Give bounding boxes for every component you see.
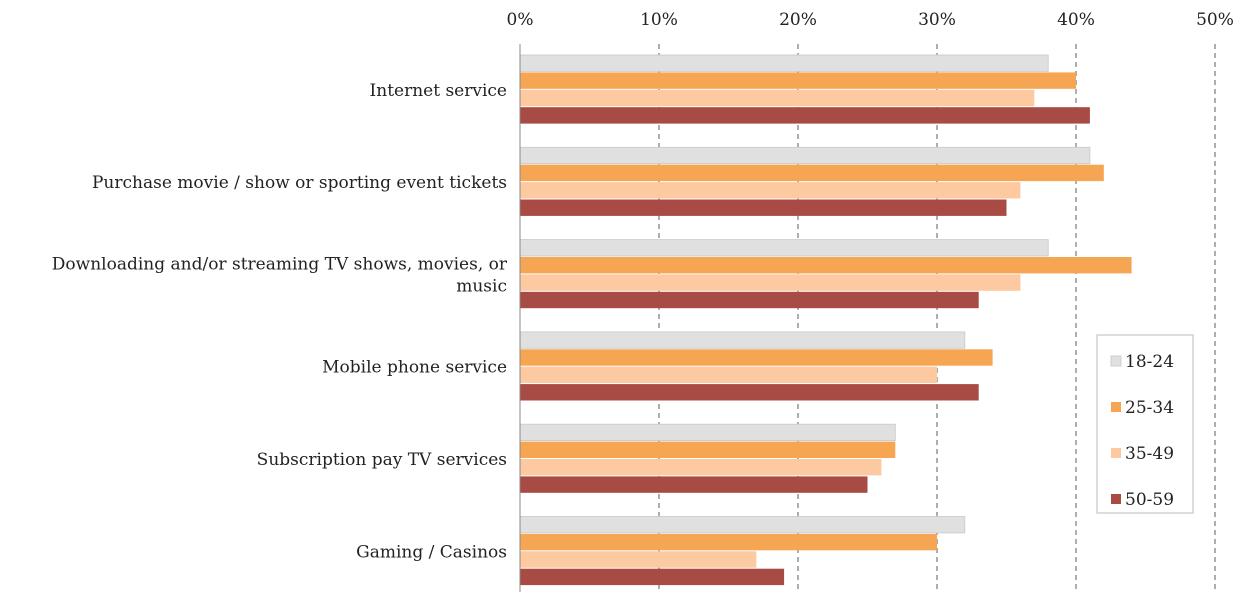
category-label: music (456, 276, 507, 296)
bar (520, 384, 979, 401)
legend-label: 50-59 (1125, 490, 1174, 510)
category-label: Gaming / Casinos (356, 542, 507, 562)
bar (520, 274, 1021, 291)
legend: 18-24 25-34 35-49 50-59 (1096, 334, 1194, 514)
bar (520, 551, 757, 568)
bar (520, 476, 868, 493)
bar (520, 533, 937, 551)
bar (520, 291, 979, 309)
category-labels: Internet service Purchase movie / show or… (52, 81, 508, 562)
bar (520, 89, 1035, 107)
bar (520, 199, 1007, 216)
bar (519, 516, 966, 534)
x-tick-label: 10% (640, 10, 678, 30)
bar (519, 54, 1049, 72)
bar (520, 257, 1132, 274)
x-tick-label: 30% (918, 10, 956, 30)
x-tick-label: 50% (1196, 10, 1234, 30)
legend-label: 18-24 (1125, 352, 1174, 372)
category-label: Purchase movie / show or sporting event … (92, 173, 507, 193)
legend-swatch (1111, 494, 1121, 504)
x-tick-label: 0% (507, 10, 534, 30)
x-tick-label: 20% (779, 10, 817, 30)
x-tick-label: 40% (1057, 10, 1095, 30)
bar (520, 72, 1076, 89)
bar (520, 164, 1104, 182)
category-label: Internet service (370, 81, 507, 101)
category-label: Mobile phone service (322, 358, 507, 378)
bar (519, 146, 1091, 165)
gridlines (658, 44, 1216, 592)
bar (520, 182, 1021, 199)
legend-label: 35-49 (1125, 444, 1174, 464)
bar (520, 107, 1090, 124)
bar (520, 366, 937, 384)
bar (519, 239, 1049, 257)
legend-swatch (1111, 402, 1121, 412)
category-label: Downloading and/or streaming TV shows, m… (52, 254, 508, 274)
bar (520, 441, 896, 458)
bar (519, 423, 896, 442)
legend-swatch (1111, 448, 1121, 458)
category-label: Subscription pay TV services (257, 450, 507, 470)
bar (519, 331, 966, 349)
bar (520, 568, 785, 586)
legend-label: 25-34 (1125, 398, 1174, 418)
bar (520, 349, 993, 366)
x-axis-ticks: 0% 10% 20% 30% 40% 50% (507, 10, 1234, 30)
bars (519, 54, 1132, 586)
legend-swatch (1110, 355, 1122, 367)
bar (520, 459, 882, 476)
